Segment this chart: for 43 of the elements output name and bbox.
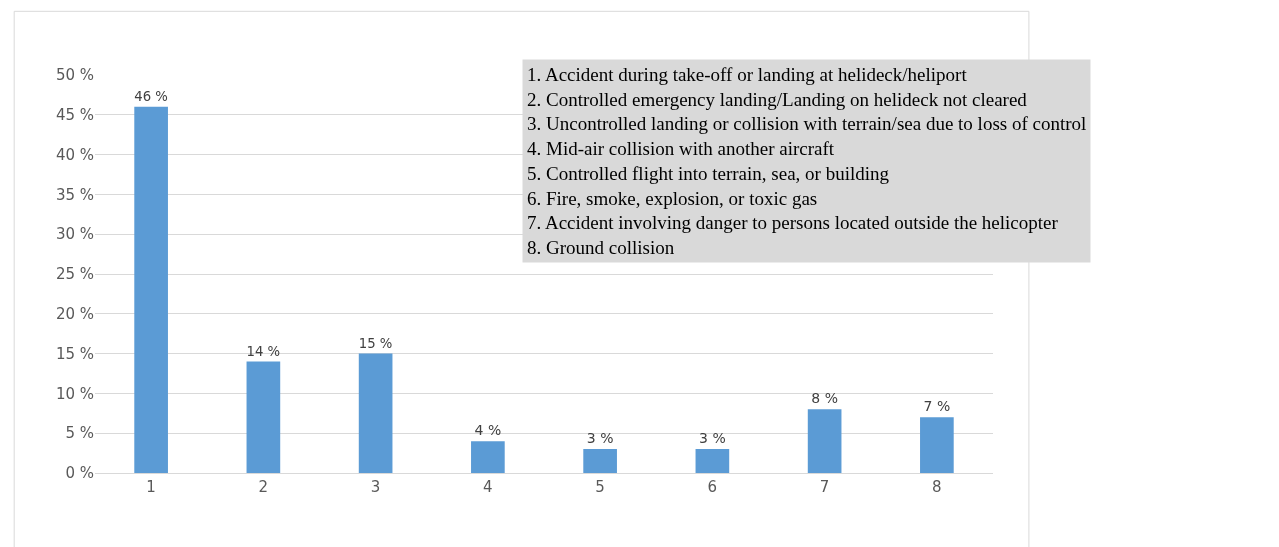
- bar: [358, 353, 393, 473]
- y-tick-label: 50 %: [55, 66, 94, 85]
- annotation: 6. Fire, smoke, explosion, or toxic gas: [527, 187, 818, 209]
- data-label: 8 %: [811, 390, 838, 407]
- bar: [807, 409, 842, 473]
- annotation: 4. Mid-air collision with another aircraft: [527, 138, 835, 160]
- annotation: 3. Uncontrolled landing or collision with terrain/sea due to loss of control: [527, 113, 1087, 135]
- y-tick-label: 25 %: [55, 265, 94, 284]
- y-tick-label: 0 %: [65, 464, 94, 483]
- bar: [583, 449, 617, 473]
- y-tick-label: 30 %: [55, 225, 94, 244]
- y-tick-label: 15 %: [55, 344, 94, 363]
- x-tick-label: 5: [595, 478, 605, 496]
- bar: [695, 449, 730, 473]
- y-tick-label: 20 %: [55, 305, 94, 324]
- data-label: 3 %: [699, 430, 726, 447]
- data-label: 4 %: [474, 422, 502, 439]
- annotation: 1. Accident during take-off or landing at helideck/heliport: [527, 64, 968, 85]
- bar: [471, 441, 505, 473]
- annotation: 5. Controlled flight into terrain, sea, or building: [527, 162, 890, 184]
- x-tick-label: 3: [370, 478, 381, 496]
- data-label: 46 %: [134, 89, 168, 104]
- bar: [134, 106, 168, 473]
- bar: [920, 417, 954, 473]
- data-label: 14 %: [246, 343, 281, 359]
- annotation: 7. Accident involving danger to persons located outside the helicopter: [527, 212, 1059, 234]
- x-tick-label: 8: [932, 478, 942, 496]
- x-tick-label: 1: [146, 478, 156, 496]
- x-tick-label: 7: [819, 478, 830, 496]
- y-tick-label: 10 %: [55, 384, 94, 403]
- data-label: 3 %: [586, 430, 614, 447]
- data-label: 15 %: [358, 335, 393, 351]
- y-tick-label: 35 %: [55, 185, 94, 204]
- y-tick-label: 5 %: [65, 424, 94, 443]
- x-tick-label: 6: [707, 478, 718, 496]
- annotation: 2. Controlled emergency landing/Landing on helideck not cleared: [527, 88, 1028, 110]
- x-tick-label: 2: [258, 478, 269, 496]
- y-tick-label: 45 %: [55, 106, 94, 125]
- x-tick-label: 4: [483, 478, 493, 496]
- bar: [246, 361, 281, 473]
- data-label: 7 %: [923, 398, 951, 415]
- y-tick-label: 40 %: [55, 145, 94, 164]
- annotation: 8. Ground collision: [527, 236, 675, 258]
